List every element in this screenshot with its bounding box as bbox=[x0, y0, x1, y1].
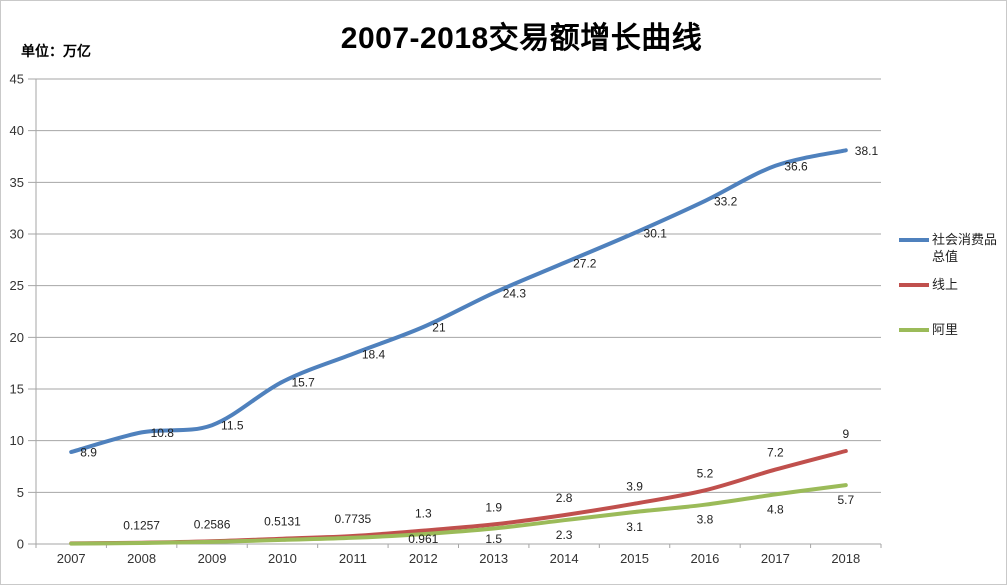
data-label: 3.8 bbox=[697, 513, 714, 527]
x-axis-tick-label: 2009 bbox=[198, 551, 227, 566]
data-label: 21 bbox=[432, 321, 446, 335]
y-axis-tick-label: 25 bbox=[10, 278, 24, 293]
y-axis-tick-label: 10 bbox=[10, 433, 24, 448]
x-axis-tick-label: 2012 bbox=[409, 551, 438, 566]
legend-item-0[interactable]: 社会消费品总值 bbox=[899, 231, 1005, 265]
data-label: 5.2 bbox=[697, 466, 714, 480]
data-label: 3.9 bbox=[626, 480, 643, 494]
data-label: 11.5 bbox=[221, 419, 244, 433]
data-label: 4.8 bbox=[767, 502, 784, 516]
data-label: 0.1257 bbox=[123, 519, 160, 533]
y-axis-tick-label: 35 bbox=[10, 175, 24, 190]
data-label: 15.7 bbox=[291, 375, 315, 389]
x-axis-tick-label: 2011 bbox=[339, 551, 367, 566]
data-label: 10.8 bbox=[151, 426, 175, 440]
x-axis-tick-label: 2016 bbox=[690, 551, 719, 566]
y-axis-tick-label: 0 bbox=[17, 537, 24, 552]
x-axis-tick-label: 2008 bbox=[127, 551, 156, 566]
y-axis-tick-label: 5 bbox=[17, 485, 24, 500]
x-axis-tick-label: 2013 bbox=[479, 551, 508, 566]
legend-label: 线上 bbox=[932, 277, 959, 292]
data-label: 38.1 bbox=[855, 144, 879, 158]
y-axis-tick-label: 30 bbox=[10, 227, 24, 242]
unit-label: 单位：万亿 bbox=[21, 43, 91, 59]
x-axis-tick-label: 2010 bbox=[268, 551, 297, 566]
legend-label: 阿里 bbox=[932, 322, 959, 337]
chart-title: 2007-2018交易额增长曲线 bbox=[340, 22, 703, 55]
x-axis-tick-label: 2014 bbox=[550, 551, 579, 566]
data-label: 0.2586 bbox=[194, 517, 231, 531]
data-label: 3.1 bbox=[626, 520, 643, 534]
legend-swatch bbox=[899, 283, 929, 287]
data-label: 36.6 bbox=[784, 159, 808, 173]
data-label: 0.7735 bbox=[335, 512, 372, 526]
data-label: 27.2 bbox=[573, 256, 597, 270]
y-axis-tick-label: 20 bbox=[10, 330, 24, 345]
y-axis-tick-label: 15 bbox=[10, 382, 24, 397]
legend-swatch bbox=[899, 328, 929, 332]
data-label: 8.9 bbox=[80, 446, 97, 460]
x-axis-tick-label: 2018 bbox=[831, 551, 860, 566]
data-label: 2.8 bbox=[556, 491, 573, 505]
data-label: 1.9 bbox=[485, 500, 502, 514]
data-label: 9 bbox=[842, 427, 849, 441]
data-label: 2.3 bbox=[556, 528, 573, 542]
data-label: 33.2 bbox=[714, 194, 738, 208]
data-label: 5.7 bbox=[837, 493, 854, 507]
legend-item-2[interactable]: 阿里 bbox=[899, 321, 1005, 338]
x-axis-tick-label: 2017 bbox=[761, 551, 790, 566]
legend-swatch bbox=[899, 238, 929, 242]
data-label: 0.961 bbox=[408, 532, 438, 546]
series-line-2[interactable] bbox=[69, 483, 848, 546]
legend-item-1[interactable]: 线上 bbox=[899, 276, 1005, 293]
data-label: 1.5 bbox=[485, 532, 502, 546]
data-label: 24.3 bbox=[503, 286, 527, 300]
data-label: 30.1 bbox=[644, 226, 668, 240]
legend-label: 社会消费品总值 bbox=[932, 232, 998, 264]
data-label: 18.4 bbox=[362, 347, 386, 361]
x-axis-tick-label: 2007 bbox=[57, 551, 86, 566]
y-axis-tick-label: 40 bbox=[10, 123, 24, 138]
data-label: 1.3 bbox=[415, 507, 432, 521]
y-axis-tick-label: 45 bbox=[10, 72, 24, 87]
data-label: 0.5131 bbox=[264, 515, 301, 529]
x-axis-tick-label: 2015 bbox=[620, 551, 649, 566]
data-label: 7.2 bbox=[767, 446, 784, 460]
series-line-0[interactable] bbox=[69, 148, 848, 454]
